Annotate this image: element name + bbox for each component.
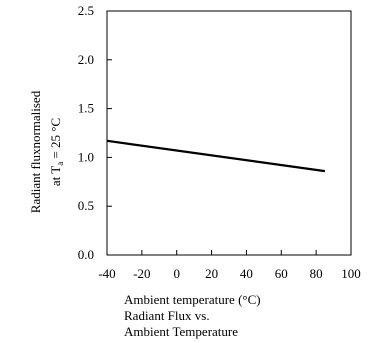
- x-tick-label: 80: [310, 266, 323, 281]
- y-axis-title: Radiant fluxnormalised at Ta = 25 °C: [28, 90, 65, 213]
- x-axis: -40 -20 0 20 40 60 80 100: [98, 250, 361, 281]
- y-tick-label: 0.0: [78, 247, 94, 262]
- x-tick-label: -20: [133, 266, 150, 281]
- x-tick-label: 0: [173, 266, 180, 281]
- x-tick-label: -40: [98, 266, 115, 281]
- y-tick-label: 1.0: [78, 149, 94, 164]
- series-line-0: [106, 139, 326, 173]
- x-tick-label: 40: [240, 266, 253, 281]
- series-layer: [106, 139, 326, 173]
- y-tick-label: 2.5: [78, 3, 94, 18]
- x-tick-label: 20: [205, 266, 218, 281]
- x-axis-title: Ambient temperature (°C): [124, 292, 261, 307]
- x-tick-label: 100: [341, 266, 361, 281]
- y-axis-title-line1: Radiant fluxnormalised: [28, 90, 43, 213]
- y-axis-title-line2: at Ta = 25 °C: [48, 118, 65, 186]
- y-tick-label: 2.0: [78, 52, 94, 67]
- y-tick-label: 1.5: [78, 101, 94, 116]
- x-tick-label: 60: [275, 266, 288, 281]
- caption-line1: Radiant Flux vs.: [124, 308, 210, 323]
- caption-line2: Ambient Temperature: [124, 324, 238, 339]
- y-tick-label: 0.5: [78, 198, 94, 213]
- plot-area: [106, 10, 352, 256]
- y-axis: 0.0 0.5 1.0 1.5 2.0 2.5: [78, 3, 112, 262]
